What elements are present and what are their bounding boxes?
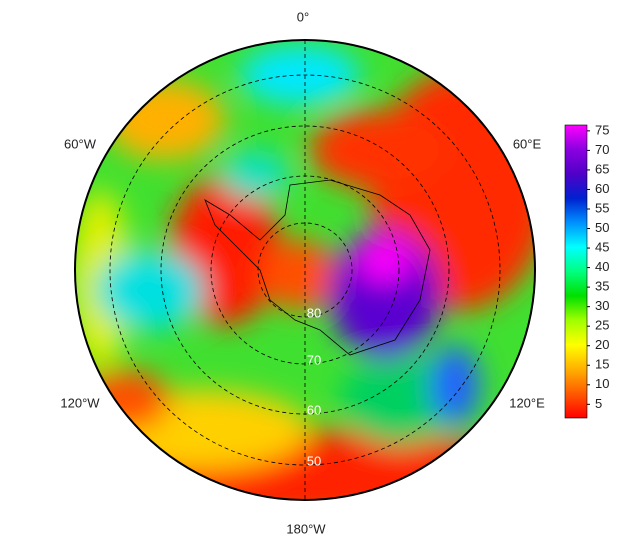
colorbar [564,124,588,419]
latitude-label: 60 [307,402,321,417]
colorbar-tick-label: 20 [595,337,609,352]
colorbar-tick-label: 65 [595,161,609,176]
latitude-label: 80 [307,305,321,320]
colorbar-tick-label: 30 [595,298,609,313]
longitude-label: 180°W [286,521,326,536]
colorbar-tick-label: 15 [595,357,609,372]
longitude-label: 60°W [64,136,97,151]
longitude-label: 120°W [60,395,100,410]
colorbar-tick-label: 25 [595,318,609,333]
colorbar-tick-label: 40 [595,259,609,274]
graticule [109,40,501,500]
latitude-label: 50 [307,453,321,468]
colorbar-tick-label: 70 [595,142,609,157]
longitude-label: 0° [297,9,309,24]
longitude-label: 120°E [509,395,545,410]
longitude-label: 60°E [513,136,542,151]
colorbar-tick-label: 50 [595,220,609,235]
colorbar-tick-label: 60 [595,181,609,196]
latitude-label: 70 [307,352,321,367]
colorbar-tick-label: 75 [595,122,609,137]
colorbar-tick-label: 10 [595,376,609,391]
colorbar-tick-label: 35 [595,279,609,294]
colorbar-tick-label: 55 [595,200,609,215]
colorbar-tick-label: 5 [595,396,602,411]
colorbar-tick-label: 45 [595,239,609,254]
